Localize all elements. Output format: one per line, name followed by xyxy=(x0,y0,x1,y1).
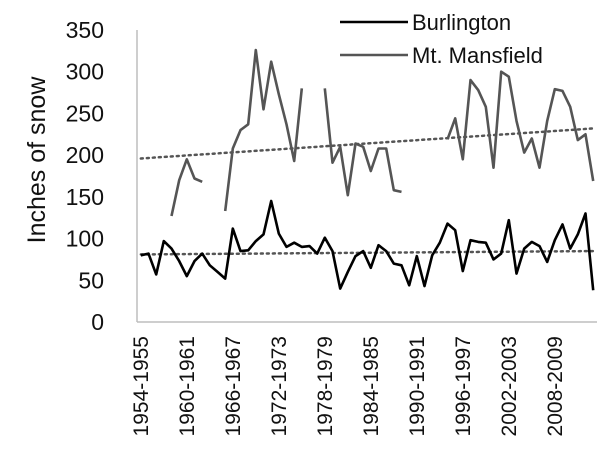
y-axis-label: Inches of snow xyxy=(23,76,51,244)
y-tick-label: 150 xyxy=(66,184,104,210)
y-tick-label: 100 xyxy=(66,226,104,252)
series-line-segment xyxy=(140,199,595,291)
series-line-segment xyxy=(446,70,595,182)
series-lines xyxy=(140,48,595,291)
x-tick-label: 1972-1973 xyxy=(268,336,291,436)
x-tick-label: 1996-1997 xyxy=(452,336,475,436)
y-tick-label: 0 xyxy=(91,309,104,335)
y-tick-label: 350 xyxy=(66,17,104,43)
x-tick-label: 2002-2003 xyxy=(498,336,521,436)
y-tick-label: 250 xyxy=(66,100,104,126)
x-tick-label: 2008-2009 xyxy=(544,336,567,436)
x-tick-label: 1966-1967 xyxy=(222,336,245,436)
series-line-segment xyxy=(223,48,304,212)
trend-line xyxy=(139,249,595,256)
x-tick-label: 1984-1985 xyxy=(360,336,383,436)
y-tick-label: 50 xyxy=(78,267,104,293)
x-axis-tick-labels: 1954-1955 1960-1961 1966-1967 1972-1973 1978… xyxy=(130,336,567,436)
x-tick-label: 1990-1991 xyxy=(406,336,429,436)
legend-label: Burlington xyxy=(412,10,511,35)
trend-lines xyxy=(139,127,595,256)
x-tick-label: 1960-1961 xyxy=(176,336,199,436)
x-tick-label: 1978-1979 xyxy=(314,336,337,436)
series-line-segment xyxy=(170,158,203,217)
y-tick-label: 300 xyxy=(66,59,104,85)
y-axis-tick-labels: 0 50 100 150 200 250 300 350 xyxy=(66,17,104,335)
series-burlington xyxy=(140,199,595,291)
trend-line xyxy=(139,127,595,160)
series-line-segment xyxy=(323,88,402,197)
y-tick-label: 200 xyxy=(66,142,104,168)
series-mt-mansfield xyxy=(170,48,595,217)
legend-label: Mt. Mansfield xyxy=(412,43,543,68)
legend: Burlington Mt. Mansfield xyxy=(340,10,543,68)
x-tick-label: 1954-1955 xyxy=(130,336,153,436)
